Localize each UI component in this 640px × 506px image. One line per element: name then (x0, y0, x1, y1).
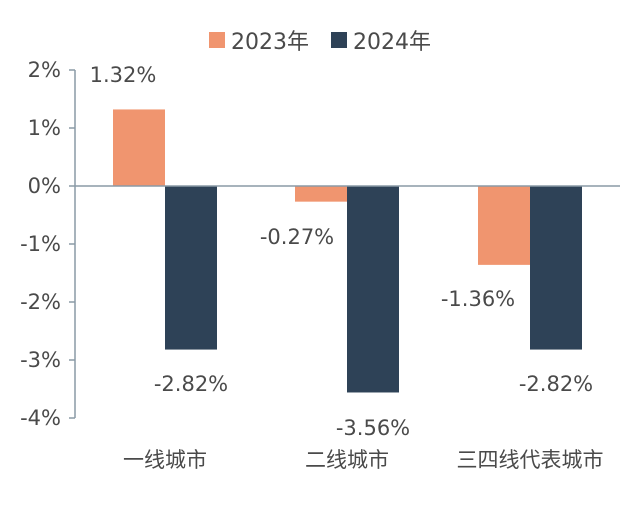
data-label: -3.56% (336, 416, 410, 440)
bar-2024 (347, 186, 399, 393)
y-tick-label: -3% (20, 348, 61, 372)
y-tick-label: 1% (28, 116, 61, 140)
legend: 2023年 2024年 (0, 24, 640, 56)
data-label: -2.82% (519, 372, 593, 396)
bar-2024 (165, 186, 217, 350)
data-label: 1.32% (90, 63, 157, 87)
bar-2024 (530, 186, 582, 350)
y-tick-label: 0% (28, 174, 61, 198)
legend-label-2024: 2024年 (353, 30, 431, 55)
x-category-label: 二线城市 (305, 448, 389, 472)
y-tick-label: -1% (20, 232, 61, 256)
legend-label-2023: 2023年 (231, 30, 309, 55)
y-tick-label: -4% (20, 406, 61, 430)
data-label: -2.82% (154, 372, 228, 396)
bar-2023 (478, 186, 530, 265)
legend-swatch-2024 (331, 32, 347, 48)
x-category-label: 一线城市 (123, 448, 207, 472)
data-label: -0.27% (260, 225, 334, 249)
data-label: -1.36% (441, 287, 515, 311)
y-tick-label: -2% (20, 290, 61, 314)
bar-2023 (295, 186, 347, 202)
legend-item-2024: 2024年 (331, 24, 431, 56)
x-category-label: 三四线代表城市 (457, 448, 604, 472)
y-tick-label: 2% (28, 58, 61, 82)
legend-swatch-2023 (209, 32, 225, 48)
legend-item-2023: 2023年 (209, 24, 309, 56)
bar-2023 (113, 109, 165, 186)
